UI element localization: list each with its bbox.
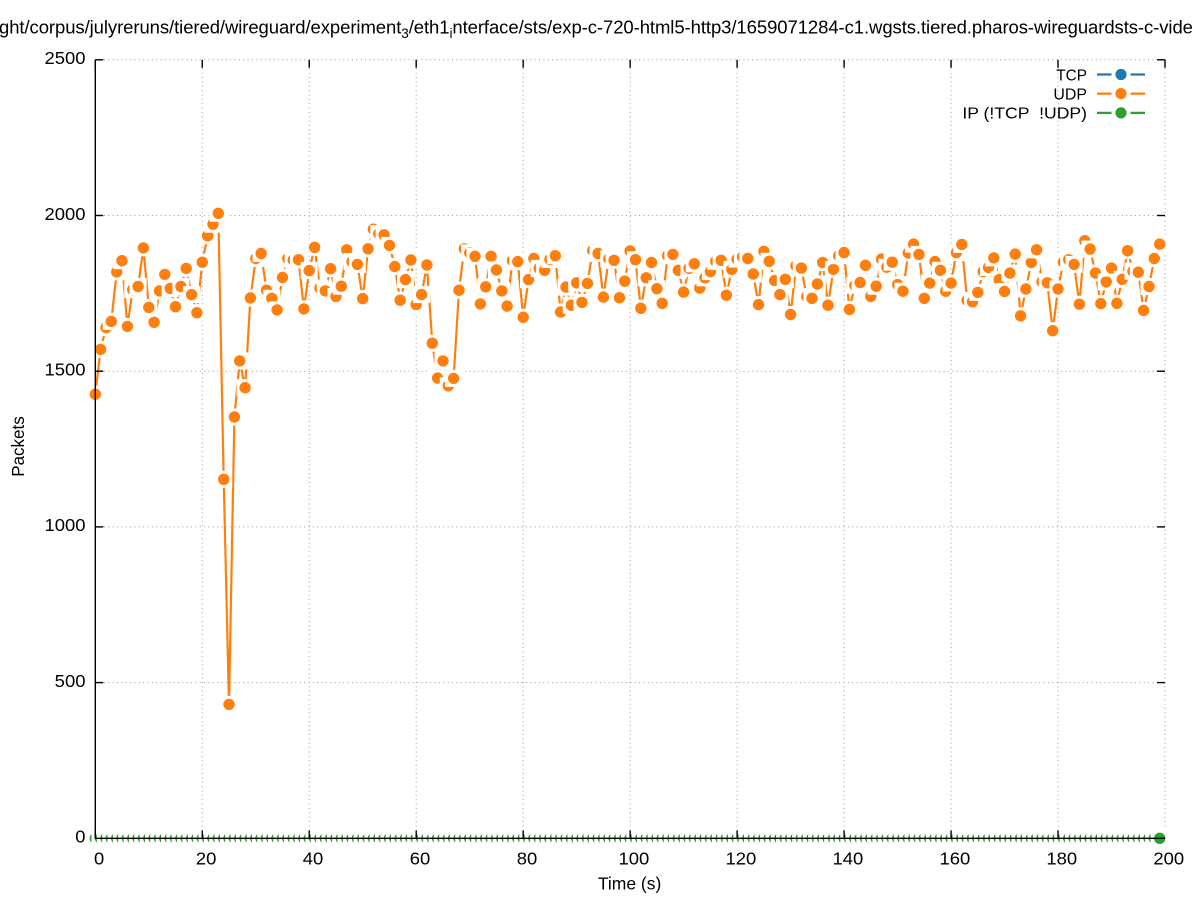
svg-text:80: 80 xyxy=(517,849,538,869)
svg-text:1500: 1500 xyxy=(45,360,86,380)
svg-text:ght/corpus/julyreruns/tiered/w: ght/corpus/julyreruns/tiered/wireguard/e… xyxy=(0,17,1193,42)
svg-text:20: 20 xyxy=(196,849,217,869)
svg-text:TCP: TCP xyxy=(1056,67,1087,84)
svg-text:UDP: UDP xyxy=(1053,86,1087,103)
svg-text:100: 100 xyxy=(619,849,650,869)
svg-text:120: 120 xyxy=(726,849,757,869)
svg-text:0: 0 xyxy=(94,849,104,869)
svg-text:500: 500 xyxy=(55,671,86,691)
svg-text:140: 140 xyxy=(833,849,864,869)
svg-text:180: 180 xyxy=(1046,849,1077,869)
svg-text:Packets: Packets xyxy=(8,416,28,477)
svg-text:0: 0 xyxy=(75,827,85,847)
svg-text:IP (!TCP !UDP): IP (!TCP !UDP) xyxy=(962,106,1087,123)
svg-text:40: 40 xyxy=(303,849,324,869)
svg-text:Time (s): Time (s) xyxy=(598,874,662,894)
svg-text:60: 60 xyxy=(410,849,431,869)
svg-text:2000: 2000 xyxy=(45,204,86,224)
svg-text:2500: 2500 xyxy=(45,48,86,68)
svg-text:160: 160 xyxy=(940,849,971,869)
svg-text:1000: 1000 xyxy=(45,515,86,535)
svg-text:200: 200 xyxy=(1153,849,1184,869)
